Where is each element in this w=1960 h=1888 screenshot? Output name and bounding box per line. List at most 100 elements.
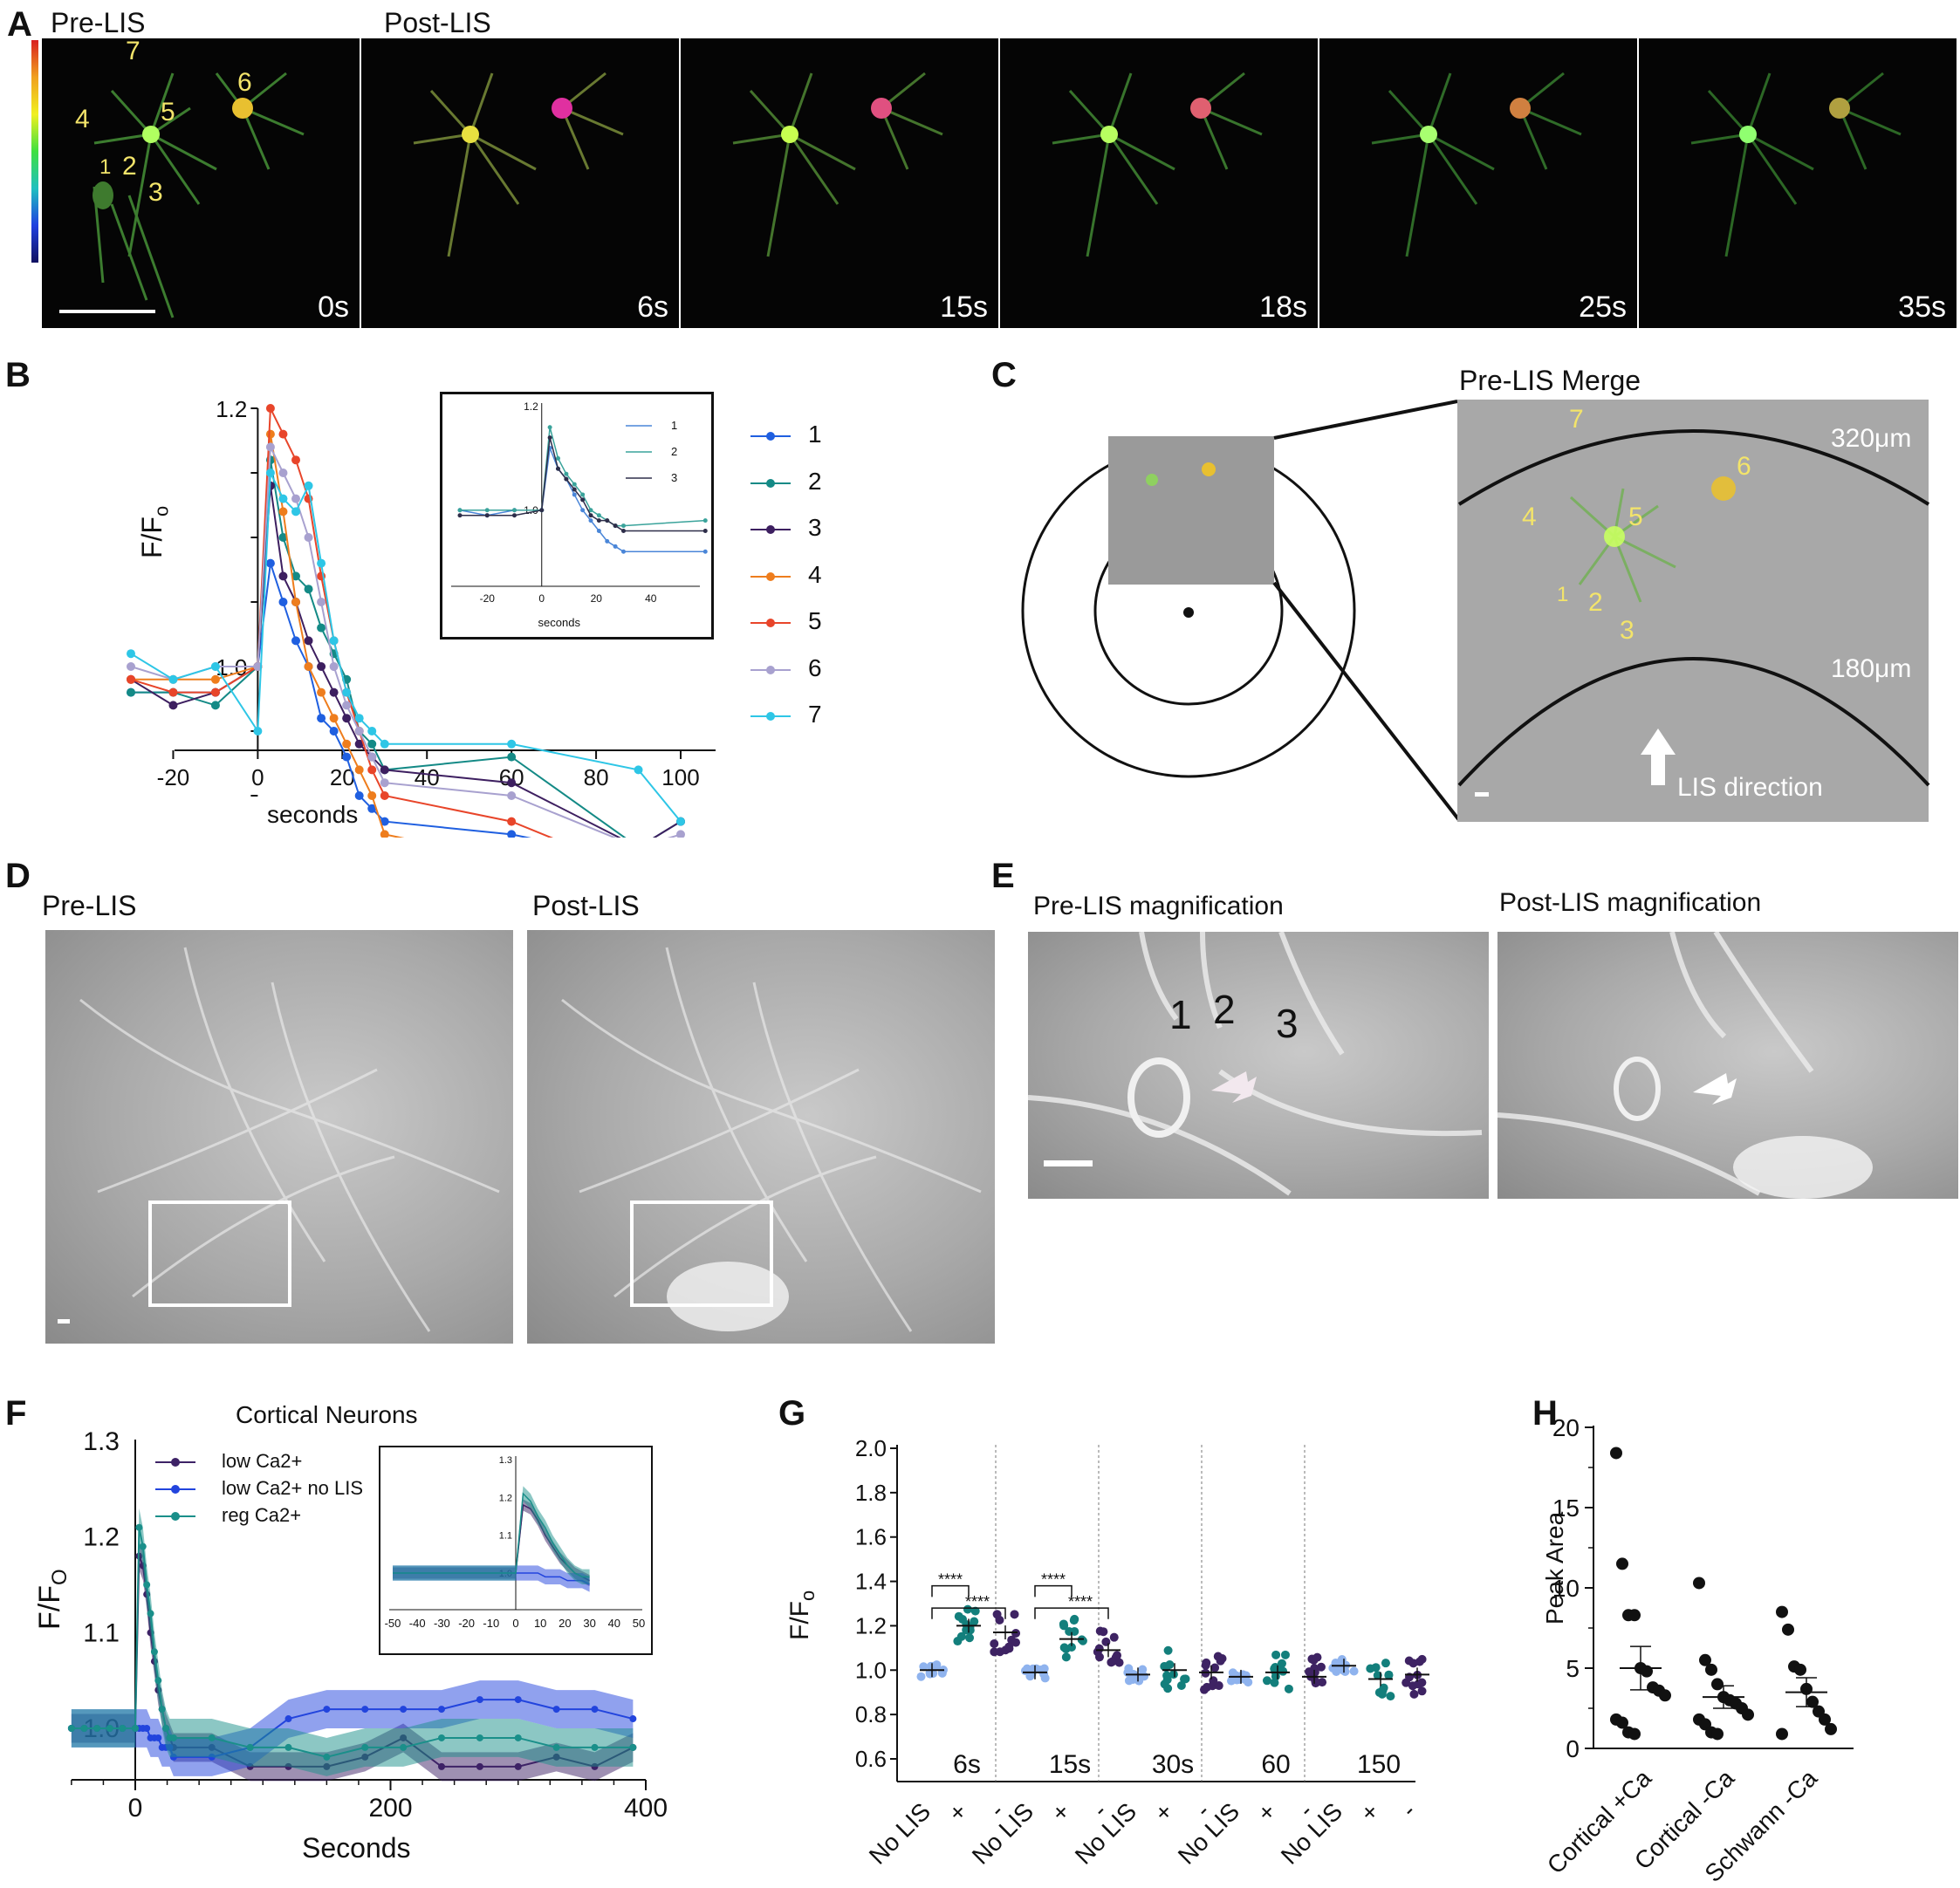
data-point	[970, 1606, 980, 1616]
data-point	[265, 469, 275, 477]
inset-x-tick-label: -50	[385, 1617, 401, 1630]
data-point	[965, 1633, 975, 1643]
data-point	[132, 1725, 139, 1732]
x-tick-label: 0	[128, 1794, 143, 1823]
cell-number: 6	[1737, 452, 1751, 481]
data-point	[329, 662, 339, 671]
cell-number: 3	[1620, 616, 1634, 645]
inset-data-point	[596, 518, 601, 523]
inset-x-tick-label: 30	[583, 1617, 595, 1630]
inset-data-point	[539, 508, 545, 513]
micrograph-frame: 7 4 5 6 1 2 3 0s	[42, 38, 360, 328]
inset-data-point	[613, 523, 618, 529]
data-point	[139, 1543, 147, 1550]
data-point	[253, 727, 263, 735]
data-point	[1004, 1642, 1014, 1652]
data-point	[323, 1753, 331, 1761]
inset-x-tick-label: -40	[409, 1617, 426, 1630]
data-point	[135, 1523, 143, 1531]
legend-swatch	[750, 478, 791, 488]
data-point	[1711, 1678, 1724, 1691]
data-point	[1271, 1672, 1280, 1681]
ring-label-inner: 180μm	[1831, 654, 1912, 683]
sig-label: ****	[965, 1593, 990, 1611]
inset-x-tick-label: -30	[434, 1617, 450, 1630]
inset-data-point	[457, 513, 463, 518]
inset-data-point	[621, 549, 626, 554]
data-point	[1776, 1605, 1788, 1618]
data-point	[507, 830, 517, 838]
inset-series-line	[393, 1492, 590, 1578]
legend-label: 7	[808, 701, 822, 728]
data-point	[1278, 1666, 1288, 1676]
condition-label: No LIS	[1070, 1797, 1141, 1869]
inset-data-point	[588, 518, 593, 523]
panel-a-label: A	[7, 5, 32, 44]
y-tick-label: 1.2	[83, 1523, 120, 1552]
data-point	[304, 533, 313, 542]
data-point	[1819, 1713, 1831, 1726]
inset-x-tick-label: 20	[559, 1617, 571, 1630]
cluster	[1366, 1659, 1395, 1701]
condition-label: No LIS	[1173, 1797, 1244, 1869]
data-point	[1776, 1727, 1788, 1741]
inset-data-point	[702, 549, 708, 554]
data-point	[514, 1696, 522, 1704]
inset-x-tick-label: 20	[591, 592, 603, 605]
inset-y-tick-label: 1.3	[499, 1455, 512, 1466]
data-point	[127, 687, 135, 697]
data-point	[278, 598, 288, 606]
data-point	[1069, 1616, 1079, 1625]
inset-data-point	[484, 513, 490, 518]
data-point	[1705, 1663, 1717, 1676]
data-point	[507, 791, 517, 800]
legend-swatch	[750, 665, 791, 674]
condition-label: -	[1396, 1797, 1422, 1823]
inset-x-tick-label: 10	[534, 1617, 546, 1630]
condition-label: +	[1355, 1797, 1384, 1826]
sig-bracket	[931, 1584, 970, 1597]
cell-number: 1	[1557, 583, 1569, 606]
inset-data-point	[613, 544, 618, 549]
data-point	[1332, 1667, 1341, 1677]
panel-b-ylabel: F/Fo	[136, 505, 173, 558]
inset-data-point	[596, 529, 601, 533]
data-point	[1108, 1657, 1118, 1666]
data-point	[329, 687, 339, 697]
data-point	[291, 494, 300, 503]
data-point	[634, 765, 643, 775]
cell-number: 4	[1522, 503, 1537, 531]
zoom-box	[148, 1201, 291, 1307]
legend-label: low Ca2+ no LIS	[222, 1477, 364, 1499]
data-point	[965, 1623, 975, 1632]
data-point	[354, 791, 364, 800]
micrograph-frame: 6s	[361, 38, 679, 328]
data-point	[400, 1706, 408, 1714]
y-tick-label: 1.1	[83, 1618, 120, 1647]
data-point	[552, 1743, 560, 1751]
data-point	[147, 1610, 154, 1618]
panel-h-ylabel: Peak Area	[1541, 1511, 1568, 1625]
panel-c-title: Pre-LIS Merge	[1459, 365, 1641, 396]
data-point	[1386, 1692, 1395, 1701]
x-tick-label: 80	[584, 764, 609, 790]
inset-data-point	[580, 508, 586, 513]
ring-label-outer: 320μm	[1831, 424, 1912, 453]
legend-swatch	[750, 712, 791, 721]
data-point	[291, 636, 300, 646]
data-point	[1825, 1722, 1837, 1735]
data-point	[1209, 1676, 1218, 1686]
panel-g-ylabel: F/Fo	[785, 1590, 819, 1640]
inset-data-point	[484, 508, 490, 513]
panel-f-title: Cortical Neurons	[236, 1401, 418, 1428]
data-point	[265, 429, 275, 439]
scale-bar	[1044, 1160, 1093, 1166]
data-point	[367, 791, 377, 800]
data-point	[278, 571, 288, 581]
inset-data-point	[556, 455, 560, 461]
data-point	[1163, 1645, 1173, 1655]
data-point	[919, 1662, 929, 1672]
legend-item: low Ca2+	[154, 1448, 380, 1474]
sig-bracket	[1034, 1607, 1109, 1619]
magnification-pre: 1 2 3	[1028, 932, 1489, 1199]
